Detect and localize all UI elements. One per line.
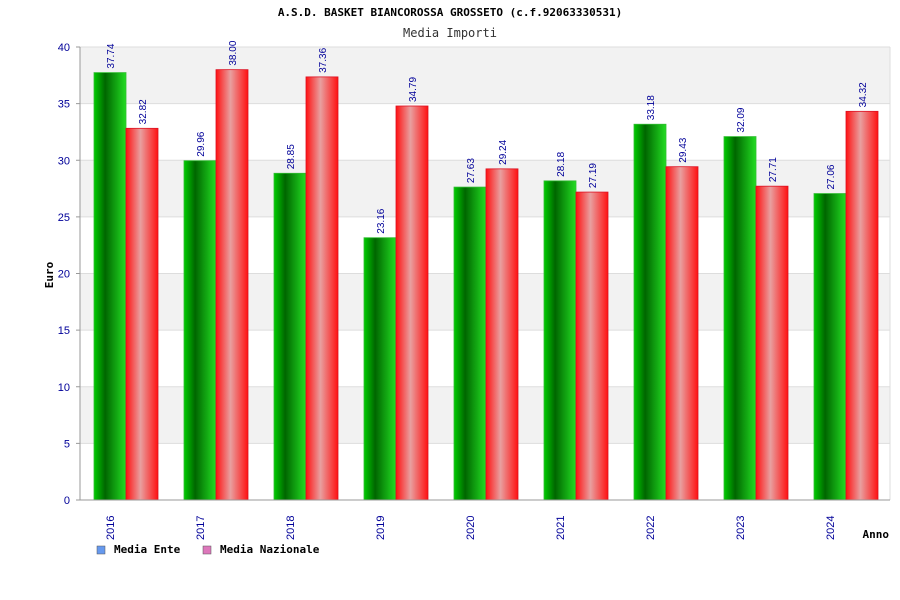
data-label: 32.09 [736,107,747,132]
bar-media-ente-2016 [93,72,127,501]
legend-swatch-media-ente [96,545,106,555]
y-tick-label: 5 [64,438,70,450]
x-axis-ticks: 2016 2017 2018 2019 2020 2021 2022 2023 2024 [105,516,837,540]
data-label: 34.32 [858,82,869,107]
bar-media-nazionale-2023 [755,185,789,501]
bar-media-nazionale-2017 [215,69,249,501]
bar-media-ente-2021 [543,180,577,501]
bar-media-nazionale-2016 [125,127,159,501]
data-label: 28.18 [556,151,567,176]
bar-media-ente-2024 [813,193,847,501]
data-label: 27.06 [826,164,837,189]
y-axis-label: Euro [43,261,56,288]
data-label: 38.00 [228,40,239,65]
data-label: 27.71 [768,157,779,182]
y-tick-label: 20 [58,269,70,281]
data-label: 27.63 [466,158,477,183]
bar-media-nazionale-2020 [485,168,519,501]
x-tick-label: 2016 [105,516,117,540]
x-tick-label: 2023 [735,516,747,540]
data-label: 27.19 [588,163,599,188]
bars: 37.74 32.82 29.96 38.00 28.85 37.36 23.16 34.79… [93,40,879,501]
legend-label-media-nazionale: Media Nazionale [220,543,320,556]
legend-swatch-media-nazionale [202,545,212,555]
bar-media-ente-2018 [273,172,307,501]
y-tick-label: 30 [58,155,70,167]
y-tick-label: 0 [64,495,70,507]
data-label: 29.96 [196,131,207,156]
data-label: 32.82 [138,99,149,124]
bar-media-ente-2019 [363,237,397,501]
bar-media-ente-2023 [723,136,757,501]
bar-media-nazionale-2024 [845,110,879,501]
bar-media-ente-2020 [453,186,487,501]
bar-media-nazionale-2022 [665,166,699,501]
x-axis-label: Anno [863,528,890,541]
y-tick-label: 10 [58,382,70,394]
data-label: 33.18 [646,95,657,120]
y-tick-label: 35 [58,99,70,111]
chart-subtitle: Media Importi [403,26,497,40]
bar-media-ente-2022 [633,123,667,501]
legend-label-media-ente: Media Ente [114,543,181,556]
bar-media-ente-2017 [183,160,217,501]
data-label: 34.79 [408,77,419,102]
data-label: 23.16 [376,208,387,233]
bar-media-nazionale-2018 [305,76,339,501]
x-tick-label: 2018 [285,516,297,540]
x-tick-label: 2024 [825,516,837,540]
y-tick-label: 40 [58,42,70,54]
bar-media-nazionale-2021 [575,191,609,501]
y-tick-label: 15 [58,325,70,337]
grid-band [80,47,890,104]
x-tick-label: 2019 [375,516,387,540]
data-label: 28.85 [286,144,297,169]
data-label: 29.43 [678,137,689,162]
x-tick-label: 2021 [555,516,567,540]
chart-title: A.S.D. BASKET BIANCOROSSA GROSSETO (c.f.… [278,6,622,19]
bar-media-nazionale-2019 [395,105,429,501]
x-tick-label: 2022 [645,516,657,540]
y-axis-ticks: 0 5 10 15 20 25 30 35 40 [58,42,80,507]
y-tick-label: 25 [58,212,70,224]
legend: Media Ente Media Nazionale [96,543,320,556]
x-tick-label: 2020 [465,516,477,540]
data-label: 37.36 [318,47,329,72]
data-label: 37.74 [106,43,117,68]
data-label: 29.24 [498,139,509,164]
x-tick-label: 2017 [195,516,207,540]
